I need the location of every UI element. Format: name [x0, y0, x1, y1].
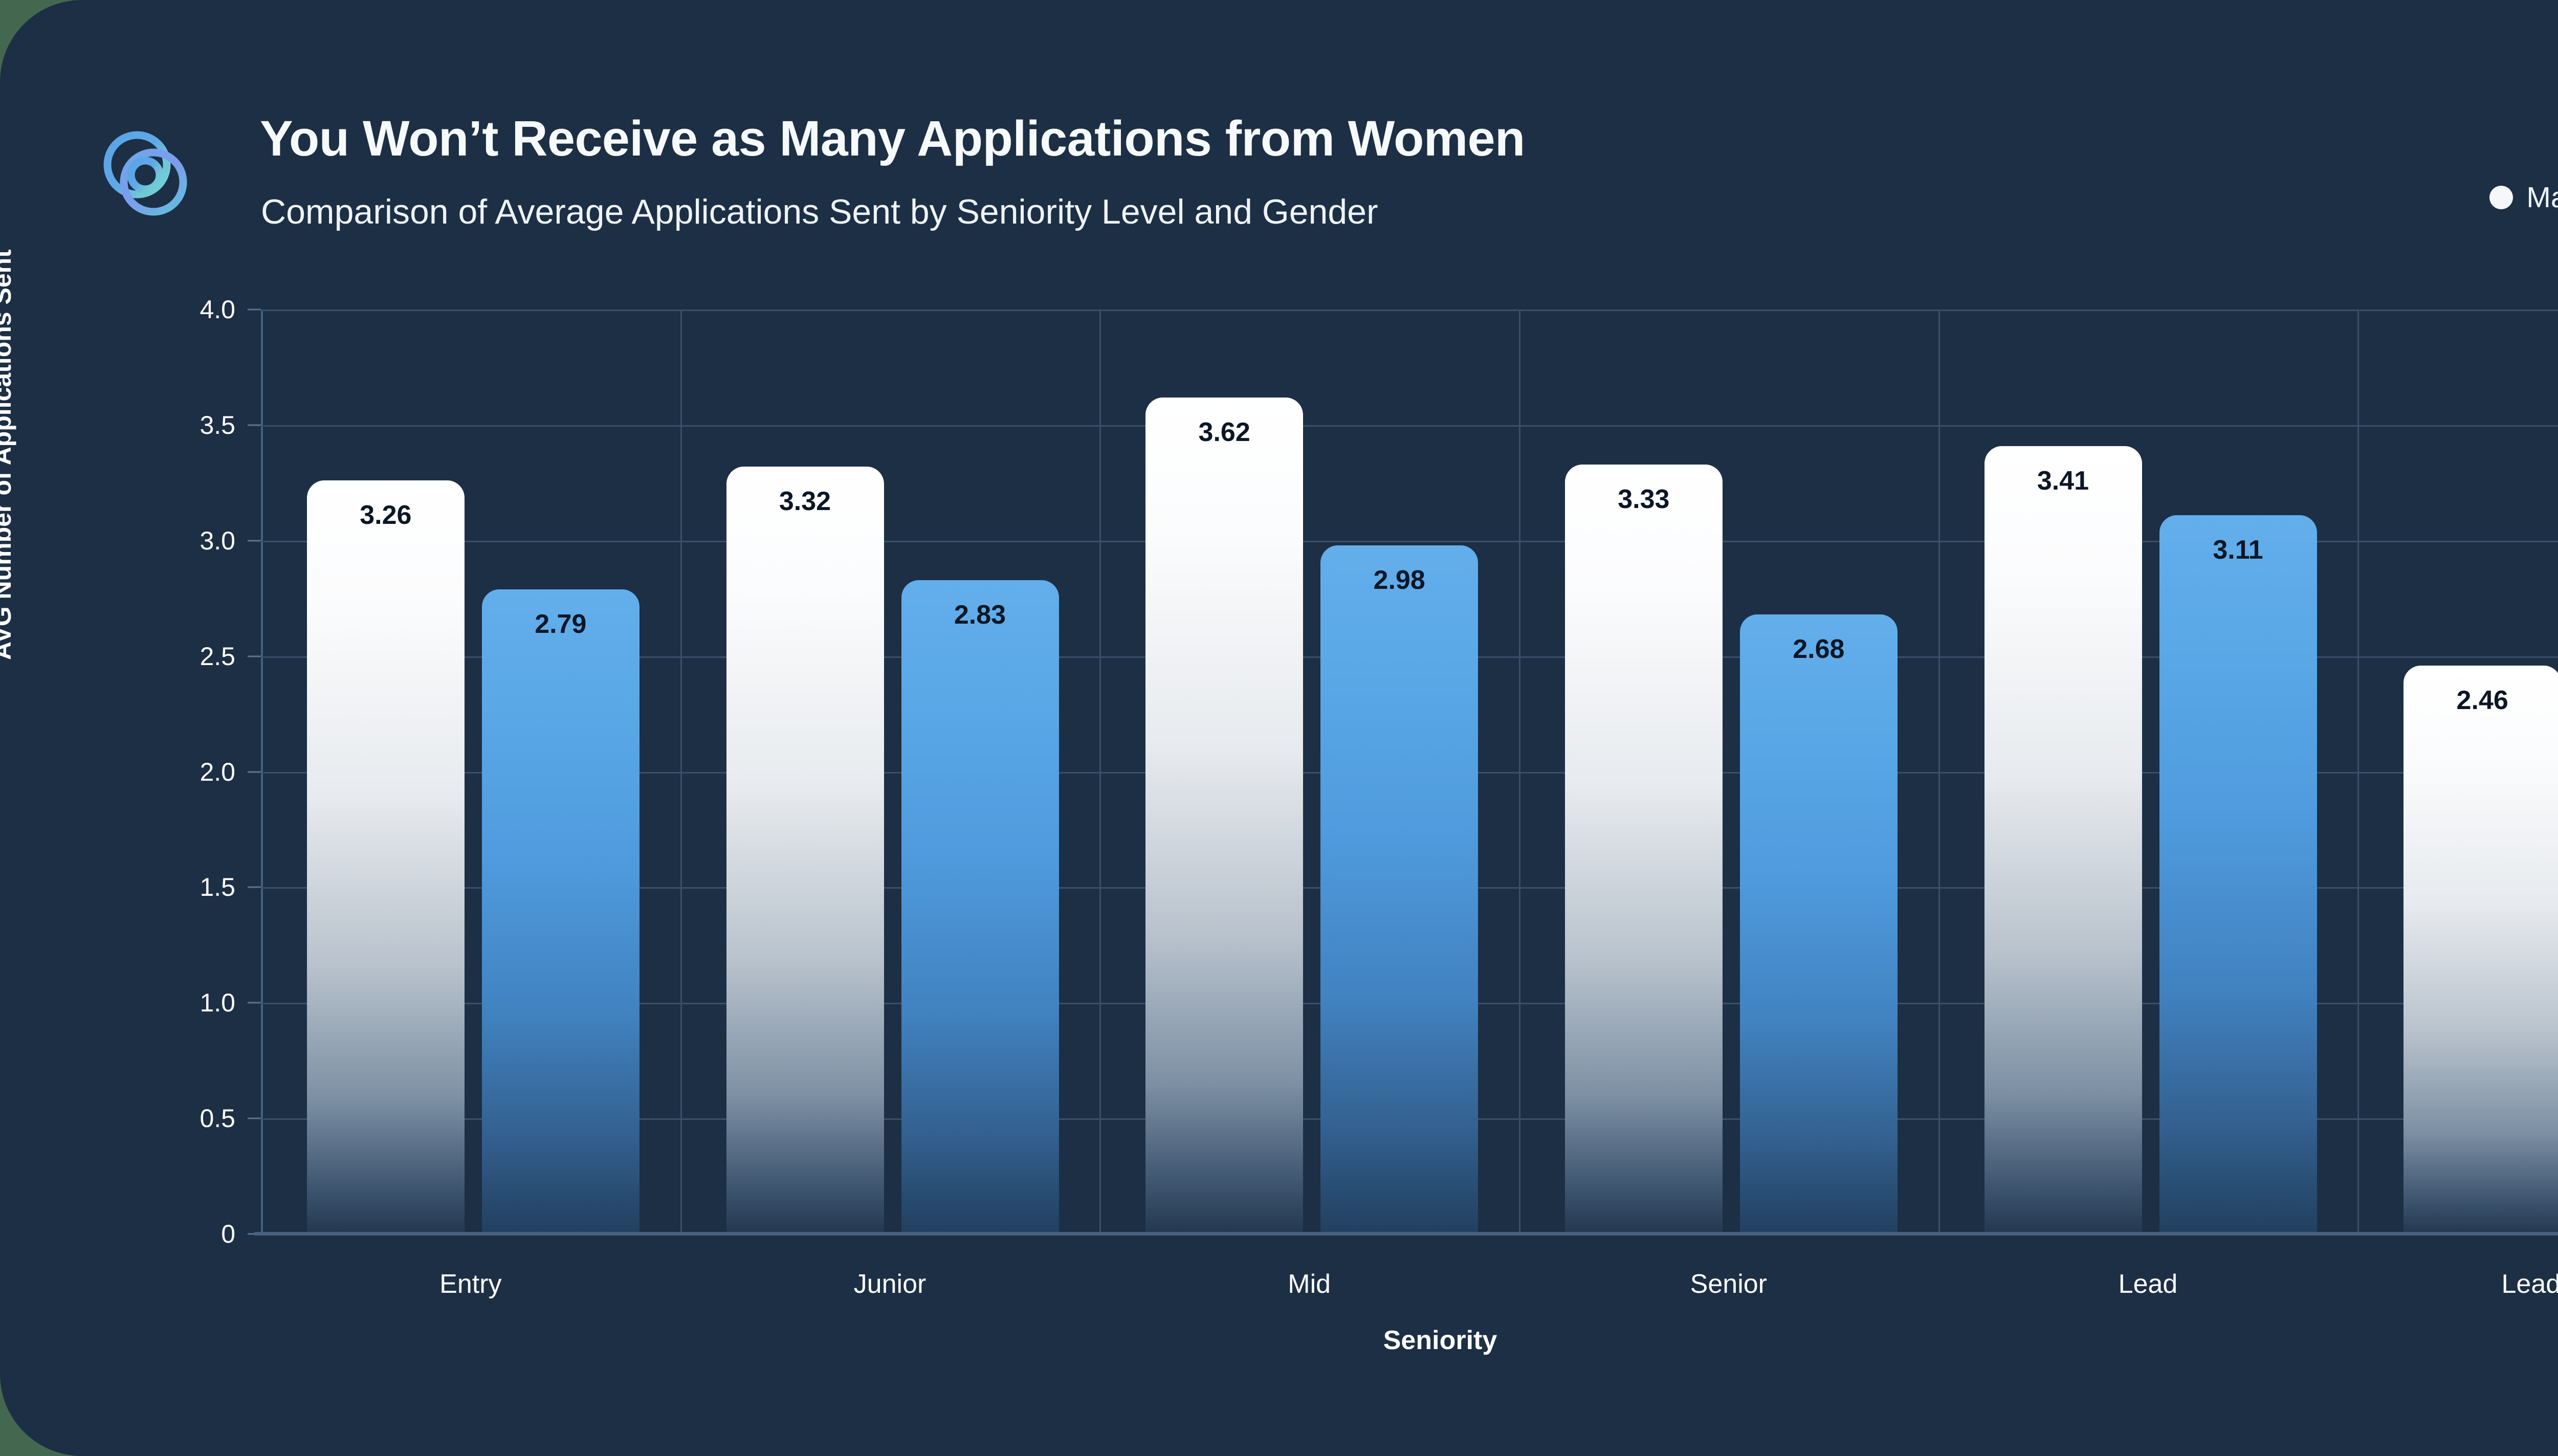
y-tick-mark: [248, 540, 261, 542]
bar-mid-male[interactable]: 3.62: [1145, 397, 1304, 1234]
bar-lead-male[interactable]: 3.41: [1984, 446, 2142, 1234]
y-tick-label: 3.5: [200, 410, 235, 439]
bar-value-label: 2.68: [1793, 634, 1845, 665]
bar-lead-female[interactable]: 3.11: [2159, 515, 2317, 1234]
bar-entry-female[interactable]: 2.79: [481, 589, 640, 1234]
page-title: You Won’t Receive as Many Applications f…: [260, 111, 1525, 166]
bar-junior-male[interactable]: 3.32: [726, 467, 884, 1234]
y-tick-mark: [248, 655, 261, 657]
chart-header: You Won’t Receive as Many Applications f…: [0, 0, 2558, 286]
y-tick-mark: [248, 308, 261, 311]
page-subtitle: Comparison of Average Applications Sent …: [261, 192, 1378, 231]
x-axis-line: [254, 1232, 2558, 1236]
y-tick-label: 2.0: [200, 757, 235, 786]
y-tick-label: 4.0: [200, 295, 235, 324]
y-tick-label: 1.0: [200, 988, 235, 1018]
gridline-y-3.5: [261, 425, 2558, 427]
bar-value-label: 3.41: [2037, 466, 2089, 496]
bar-value-label: 2.83: [954, 600, 1006, 630]
bar-value-label: 2.79: [535, 609, 587, 639]
x-tick-label-junior: Junior: [853, 1269, 927, 1299]
bar-value-label: 3.26: [360, 500, 412, 531]
x-tick-label-entry: Entry: [439, 1269, 502, 1299]
y-tick-label: 1.5: [200, 873, 235, 902]
x-tick-label-leadership: Leadership: [2501, 1269, 2558, 1299]
x-axis-label: Seniority: [1383, 1326, 1497, 1355]
bar-senior-female[interactable]: 2.68: [1739, 614, 1898, 1234]
gridline-y-4.0: [261, 310, 2558, 311]
y-axis-label: AVG Number of Applications Sent: [0, 249, 16, 660]
x-tick-label-senior: Senior: [1690, 1269, 1767, 1299]
y-tick-mark: [248, 886, 261, 888]
x-tick-label-lead: Lead: [2118, 1269, 2178, 1299]
bar-value-label: 3.11: [2213, 535, 2263, 565]
y-tick-label: 2.5: [200, 642, 235, 671]
gridline-x: [2357, 310, 2359, 1234]
plot-canvas: 3.26 2.79 3.32 2.83 3.62 2.98 3.33 2.68 3.41 3.11…: [261, 310, 2558, 1236]
y-tick-mark: [248, 1117, 261, 1119]
bar-value-label: 3.62: [1198, 417, 1250, 447]
gridline-x: [680, 310, 682, 1234]
y-tick-mark: [248, 1002, 261, 1004]
bar-mid-female[interactable]: 2.98: [1320, 545, 1479, 1234]
bar-entry-male[interactable]: 3.26: [306, 480, 465, 1234]
gridline-y-3.0: [261, 540, 2558, 542]
x-tick-label-mid: Mid: [1288, 1269, 1331, 1299]
bar-value-label: 3.32: [779, 487, 831, 517]
gridline-x: [1099, 310, 1101, 1234]
bar-value-label: 2.46: [2456, 685, 2508, 715]
legend-item-male[interactable]: Male: [2489, 181, 2558, 214]
bar-junior-female[interactable]: 2.83: [901, 580, 1059, 1234]
gridline-x: [1519, 310, 1520, 1234]
bar-senior-male[interactable]: 3.33: [1564, 464, 1723, 1234]
y-tick-label: 0: [221, 1220, 235, 1248]
legend-label-male: Male: [2526, 181, 2558, 214]
bar-value-label: 2.98: [1373, 565, 1425, 595]
bar-leadership-male[interactable]: 2.46: [2403, 665, 2558, 1234]
interlocking-rings-logo-icon: [100, 126, 192, 222]
bar-value-label: 3.33: [1618, 484, 1670, 514]
y-tick-mark: [248, 424, 261, 426]
gridline-x: [1938, 310, 1940, 1234]
legend-dot-male-icon: [2489, 186, 2513, 209]
y-tick-mark: [248, 771, 261, 773]
y-tick-label: 3.0: [200, 526, 235, 555]
y-tick-label: 0.5: [200, 1104, 235, 1133]
chart-legend: Male Female: [2489, 181, 2558, 214]
